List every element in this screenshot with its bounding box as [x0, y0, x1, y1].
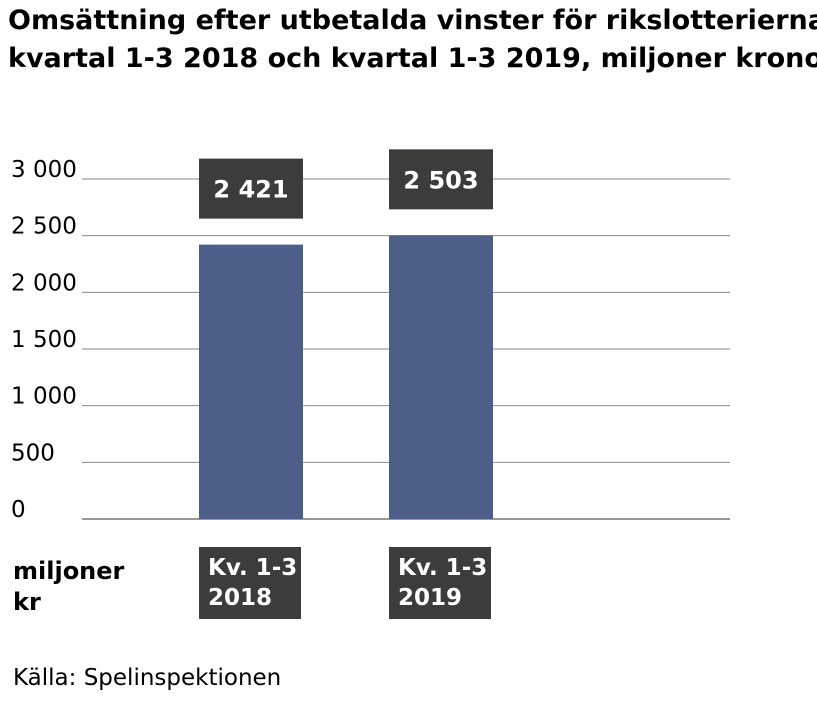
chart-title-line-2: kvartal 1-3 2018 och kvartal 1-3 2019, m… [8, 43, 817, 74]
y-tick-label-2000: 2 000 [11, 270, 77, 296]
bar-2019 [389, 235, 493, 519]
value-label-1: 2 503 [403, 166, 478, 194]
category-label-line-1: Kv. 1-3 [208, 555, 298, 581]
y-tick-label-1500: 1 500 [11, 327, 77, 353]
source-note: Källa: Spelinspektionen [13, 665, 282, 691]
y-tick-label-500: 500 [11, 440, 55, 466]
chart-title-line-1: Omsättning efter utbetalda vinster för r… [8, 5, 817, 36]
y-axis-label-line-2: kr [13, 588, 41, 616]
category-label-2019: Kv. 1-3 2019 [389, 547, 491, 619]
category-label-2018: Kv. 1-3 2018 [199, 547, 301, 619]
category-label-line-2: 2019 [398, 585, 463, 611]
y-tick-label-3000: 3 000 [11, 157, 77, 183]
category-label-line-1: Kv. 1-3 [398, 555, 488, 581]
y-axis-label-line-1: miljoner [13, 557, 125, 585]
y-tick-label-2500: 2 500 [11, 214, 77, 240]
value-label-box-1 [389, 149, 493, 210]
value-label-box-0 [199, 158, 303, 219]
y-tick-label-1000: 1 000 [11, 384, 77, 410]
y-tick-label-0: 0 [11, 497, 26, 523]
chart-title: Omsättning efter utbetalda vinster för r… [8, 2, 817, 78]
y-axis-label: miljoner kr [13, 556, 133, 618]
value-label-0: 2 421 [213, 176, 288, 204]
category-label-line-2: 2018 [208, 585, 273, 611]
bar-2018 [199, 244, 303, 519]
